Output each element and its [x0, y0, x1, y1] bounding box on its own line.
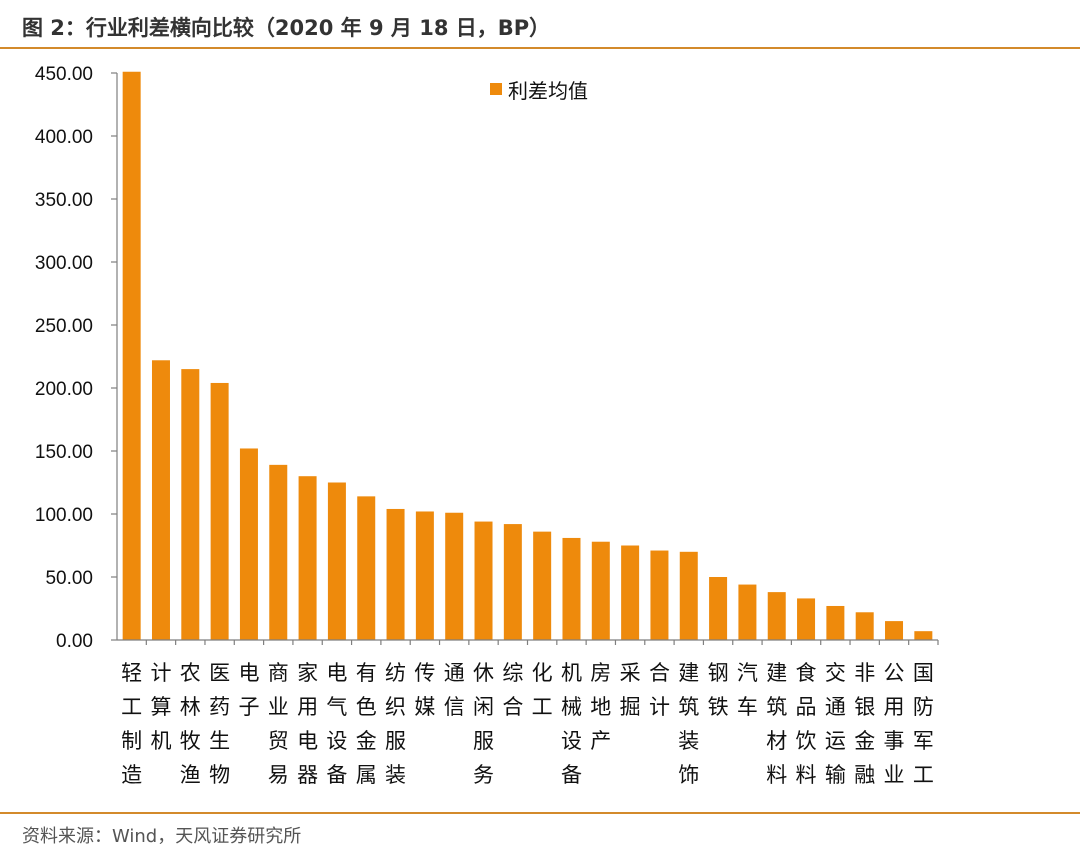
- x-category-label: 综合: [502, 661, 523, 719]
- x-category-label: 商业贸易: [268, 661, 289, 787]
- bar: [709, 577, 728, 640]
- bar: [591, 541, 610, 640]
- x-category-label: 钢铁: [708, 661, 729, 719]
- x-category-label: 建筑材料: [766, 661, 787, 787]
- legend-label: 利差均值: [508, 79, 588, 103]
- legend-swatch: [490, 83, 502, 95]
- bar: [181, 369, 200, 640]
- bar: [415, 511, 434, 640]
- x-category-label: 计算机: [150, 661, 171, 753]
- x-category-label: 有色金属: [356, 661, 377, 787]
- bar-chart: 0.00 50.00 100.00 150.00 200.00 250.00 300.00 3…: [35, 64, 939, 787]
- y-tick-label: 50.00: [45, 568, 93, 589]
- x-category-label: 建筑装饰: [678, 661, 699, 787]
- x-category-label: 公用事业: [884, 661, 905, 787]
- y-tick-label: 200.00: [35, 379, 93, 400]
- x-category-label: 电子: [238, 661, 259, 719]
- bar: [855, 612, 874, 640]
- x-category-label: 电气设备: [326, 661, 347, 787]
- x-category-label: 医药生物: [209, 661, 230, 787]
- bar: [767, 592, 786, 640]
- x-axis: 轻工制造计算机农林牧渔医药生物电子商业贸易家用电器电气设备有色金属纺织服装传媒通…: [117, 639, 939, 787]
- y-axis: 0.00 50.00 100.00 150.00 200.00 250.00 300.00 3…: [35, 64, 118, 652]
- footer-rule: [0, 812, 1080, 814]
- bar: [151, 360, 170, 640]
- bar: [210, 382, 229, 640]
- y-tick-label: 450.00: [35, 64, 93, 85]
- x-category-label: 房地产: [590, 661, 611, 753]
- bar: [269, 464, 288, 640]
- x-category-label: 纺织服装: [385, 661, 406, 787]
- bar: [503, 524, 522, 640]
- y-tick-label: 150.00: [35, 442, 93, 463]
- x-category-label: 传媒: [414, 661, 435, 719]
- bar: [298, 476, 317, 640]
- bar: [533, 531, 552, 640]
- x-category-label: 化工: [532, 661, 553, 719]
- bar: [797, 598, 816, 640]
- x-category-label: 非银金融: [854, 661, 875, 787]
- bar: [679, 551, 698, 640]
- y-tick-label: 350.00: [35, 190, 93, 211]
- x-category-label: 机械设备: [561, 661, 582, 787]
- bar: [562, 537, 581, 640]
- x-category-label: 采掘: [620, 661, 641, 719]
- y-tick-label: 300.00: [35, 253, 93, 274]
- header-rule: [0, 47, 1080, 49]
- x-category-label: 汽车: [737, 661, 758, 719]
- bar: [122, 71, 141, 641]
- x-category-label: 轻工制造: [121, 661, 142, 787]
- bar: [826, 605, 845, 640]
- y-tick-label: 400.00: [35, 127, 93, 148]
- bar: [885, 621, 904, 640]
- source-note: 资料来源：Wind，天风证券研究所: [22, 826, 302, 847]
- bar: [386, 508, 405, 640]
- x-category-label: 合计: [649, 661, 670, 719]
- y-tick-label: 100.00: [35, 505, 93, 526]
- legend: 利差均值: [490, 79, 588, 103]
- bar: [327, 482, 346, 640]
- bar: [914, 631, 933, 640]
- x-category-label: 食品饮料: [796, 661, 817, 787]
- x-category-label: 农林牧渔: [180, 661, 201, 787]
- bars: [122, 71, 933, 641]
- bar: [445, 512, 464, 640]
- bar: [239, 448, 258, 640]
- x-category-label: 休闲服务: [473, 661, 494, 787]
- y-tick-label: 250.00: [35, 316, 93, 337]
- y-tick-label: 0.00: [56, 631, 93, 652]
- x-category-label: 交通运输: [825, 661, 846, 787]
- x-category-label: 通信: [444, 661, 465, 719]
- bar: [738, 584, 757, 640]
- bar: [357, 496, 376, 640]
- x-category-label: 家用电器: [297, 661, 318, 787]
- bar: [474, 521, 493, 640]
- x-category-label: 国防军工: [913, 661, 934, 787]
- page-title: 图 2：行业利差横向比较（2020 年 9 月 18 日，BP）: [22, 16, 551, 40]
- bar: [621, 545, 640, 640]
- bar: [650, 550, 669, 640]
